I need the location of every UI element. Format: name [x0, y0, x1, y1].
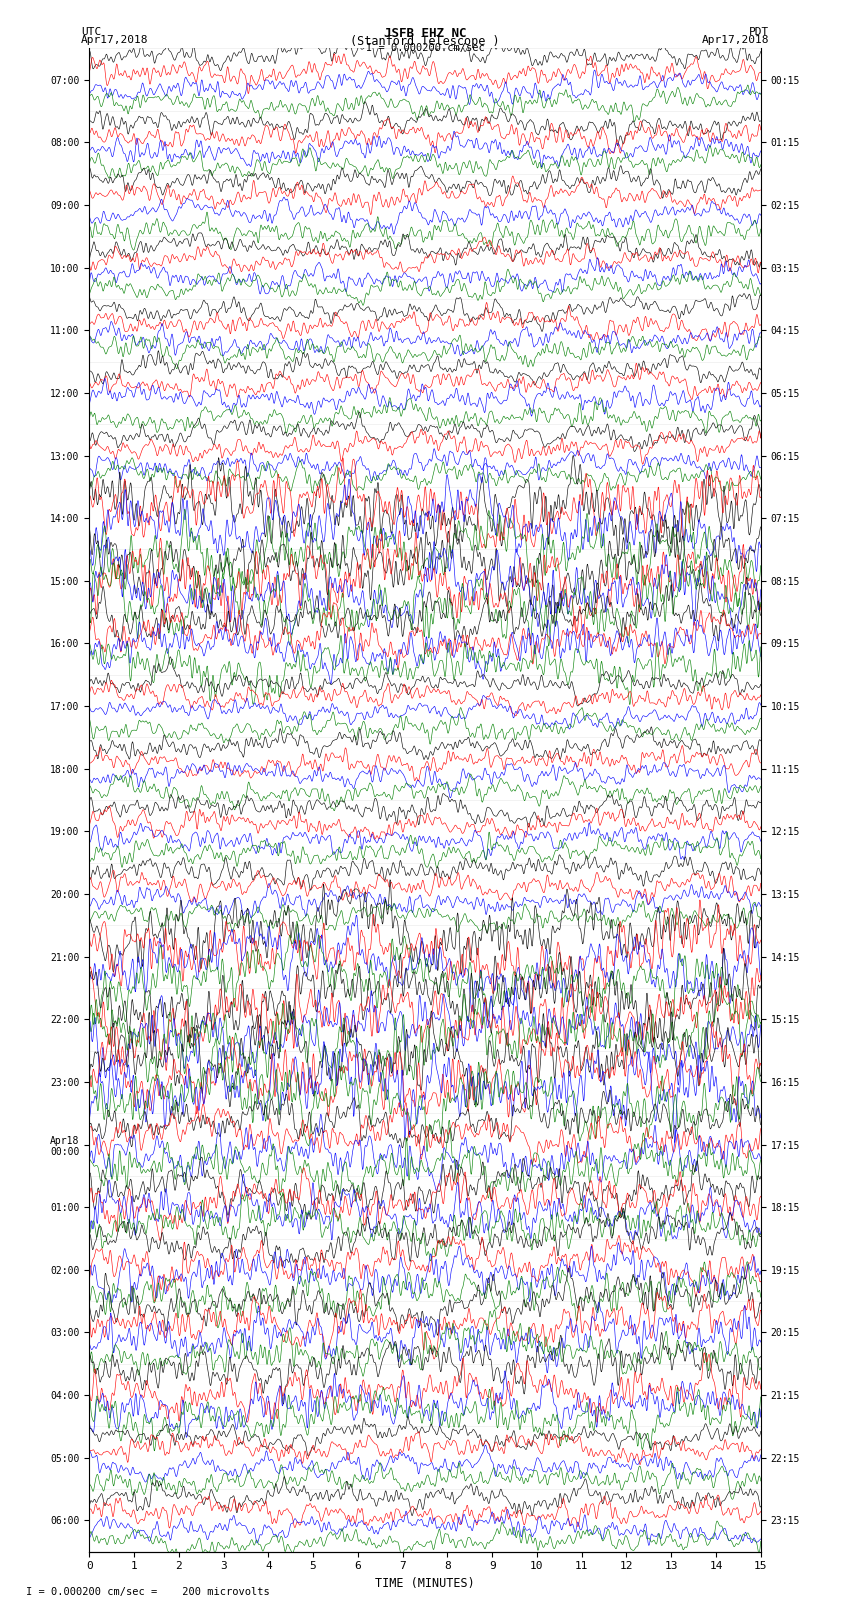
Text: PDT: PDT	[749, 26, 769, 37]
Text: JSFB EHZ NC: JSFB EHZ NC	[383, 26, 467, 40]
Text: I = 0.000200 cm/sec: I = 0.000200 cm/sec	[366, 44, 484, 53]
Text: (Stanford Telescope ): (Stanford Telescope )	[350, 35, 500, 48]
X-axis label: TIME (MINUTES): TIME (MINUTES)	[375, 1578, 475, 1590]
Text: UTC: UTC	[81, 26, 101, 37]
Text: Apr17,2018: Apr17,2018	[81, 35, 148, 45]
Text: I = 0.000200 cm/sec =    200 microvolts: I = 0.000200 cm/sec = 200 microvolts	[26, 1587, 269, 1597]
Text: Apr17,2018: Apr17,2018	[702, 35, 769, 45]
